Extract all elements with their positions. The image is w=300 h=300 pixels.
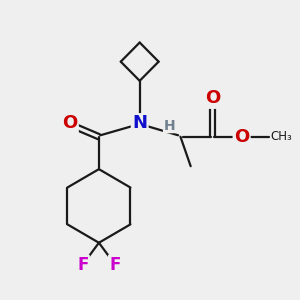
Text: O: O [62, 115, 77, 133]
Text: H: H [164, 118, 175, 133]
Text: F: F [109, 256, 121, 274]
Text: O: O [234, 128, 249, 146]
Text: O: O [205, 89, 220, 107]
Text: N: N [132, 115, 147, 133]
Text: CH₃: CH₃ [271, 130, 292, 143]
Text: F: F [77, 256, 88, 274]
